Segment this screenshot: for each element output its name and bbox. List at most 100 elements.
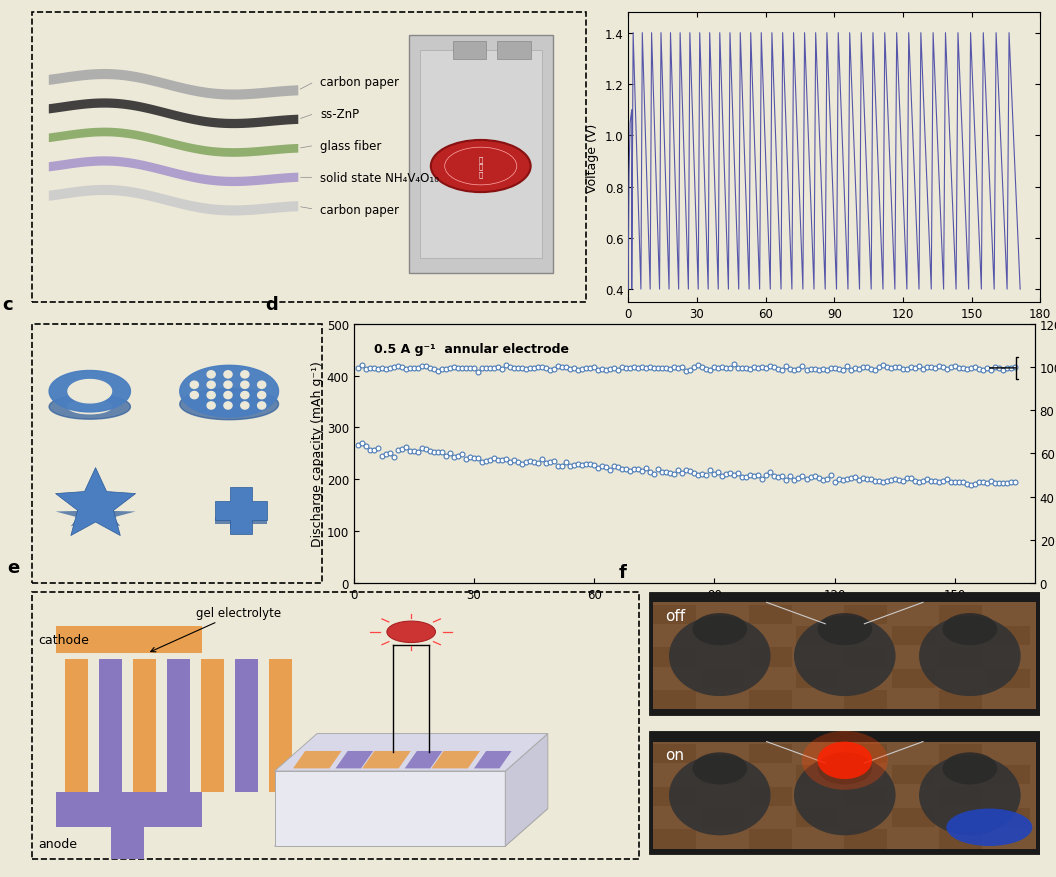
Bar: [891, 766, 935, 785]
Polygon shape: [68, 400, 112, 414]
Bar: [987, 766, 1030, 785]
Polygon shape: [404, 751, 442, 768]
Ellipse shape: [670, 755, 771, 836]
Bar: [940, 744, 982, 763]
Bar: [844, 605, 887, 624]
Bar: [654, 742, 1036, 849]
Circle shape: [207, 371, 215, 379]
Bar: [749, 690, 792, 709]
Bar: [99, 659, 122, 793]
Polygon shape: [474, 751, 511, 768]
Bar: [111, 824, 144, 859]
Text: d: d: [265, 296, 278, 314]
Bar: [796, 808, 840, 827]
Y-axis label: Discharge capacity (mAh g⁻¹): Discharge capacity (mAh g⁻¹): [310, 361, 324, 546]
Polygon shape: [293, 751, 341, 768]
Bar: [987, 808, 1030, 827]
Y-axis label: Voltage (V): Voltage (V): [586, 124, 599, 192]
Polygon shape: [362, 751, 411, 768]
Circle shape: [207, 392, 215, 399]
Bar: [796, 669, 840, 688]
Bar: [654, 602, 1036, 709]
Bar: [649, 592, 1040, 715]
Bar: [749, 787, 792, 806]
Text: anode: anode: [38, 837, 77, 850]
Circle shape: [224, 392, 232, 399]
Text: c: c: [2, 296, 14, 314]
Bar: [940, 830, 982, 849]
Circle shape: [241, 403, 249, 410]
Polygon shape: [506, 734, 548, 846]
Bar: [844, 647, 887, 667]
Polygon shape: [56, 468, 135, 536]
Ellipse shape: [943, 613, 997, 645]
Bar: [701, 766, 744, 785]
Bar: [940, 605, 982, 624]
Circle shape: [802, 731, 888, 790]
Circle shape: [258, 381, 266, 389]
Bar: [749, 647, 792, 667]
Bar: [409, 36, 553, 274]
Text: 西
工
大: 西 工 大: [478, 156, 483, 178]
Text: 0.5 A g⁻¹  annular electrode: 0.5 A g⁻¹ annular electrode: [374, 343, 569, 355]
Circle shape: [431, 141, 531, 193]
Bar: [269, 659, 293, 793]
Bar: [701, 626, 744, 645]
Bar: [654, 830, 696, 849]
Ellipse shape: [794, 616, 895, 696]
Bar: [796, 626, 840, 645]
Bar: [844, 744, 887, 763]
Bar: [497, 42, 531, 60]
Text: e: e: [7, 558, 20, 576]
Text: cathode: cathode: [38, 633, 89, 646]
Bar: [235, 659, 258, 793]
Bar: [701, 669, 744, 688]
Circle shape: [207, 403, 215, 410]
Polygon shape: [50, 371, 131, 412]
Circle shape: [258, 403, 266, 410]
Ellipse shape: [794, 755, 895, 836]
Polygon shape: [56, 503, 135, 526]
Bar: [987, 669, 1030, 688]
Bar: [940, 647, 982, 667]
Circle shape: [241, 392, 249, 399]
Bar: [749, 605, 792, 624]
Circle shape: [241, 371, 249, 379]
Circle shape: [224, 403, 232, 410]
Bar: [891, 626, 935, 645]
Bar: [844, 690, 887, 709]
Ellipse shape: [919, 616, 1020, 696]
Bar: [56, 627, 202, 653]
Bar: [201, 659, 224, 793]
Text: gel electrolyte: gel electrolyte: [151, 606, 281, 652]
Text: b: b: [546, 0, 559, 2]
Polygon shape: [336, 751, 373, 768]
Bar: [749, 744, 792, 763]
Bar: [654, 744, 696, 763]
Ellipse shape: [817, 752, 872, 785]
Polygon shape: [50, 395, 131, 420]
Bar: [453, 42, 487, 60]
Bar: [420, 51, 542, 260]
Bar: [796, 766, 840, 785]
X-axis label: Cycle number: Cycle number: [650, 607, 738, 619]
Text: f: f: [618, 563, 626, 581]
Text: ss-ZnP: ss-ZnP: [320, 108, 359, 121]
Ellipse shape: [693, 752, 748, 785]
Polygon shape: [275, 734, 548, 771]
Polygon shape: [180, 389, 279, 420]
Bar: [940, 690, 982, 709]
Polygon shape: [432, 751, 480, 768]
Ellipse shape: [817, 613, 872, 645]
Circle shape: [207, 381, 215, 389]
Bar: [133, 659, 156, 793]
Text: a: a: [15, 0, 27, 2]
Text: carbon paper: carbon paper: [320, 203, 399, 217]
Ellipse shape: [946, 809, 1033, 846]
Bar: [654, 605, 696, 624]
Bar: [749, 830, 792, 849]
Circle shape: [817, 742, 872, 779]
Circle shape: [224, 371, 232, 379]
Bar: [844, 830, 887, 849]
Circle shape: [190, 381, 199, 389]
